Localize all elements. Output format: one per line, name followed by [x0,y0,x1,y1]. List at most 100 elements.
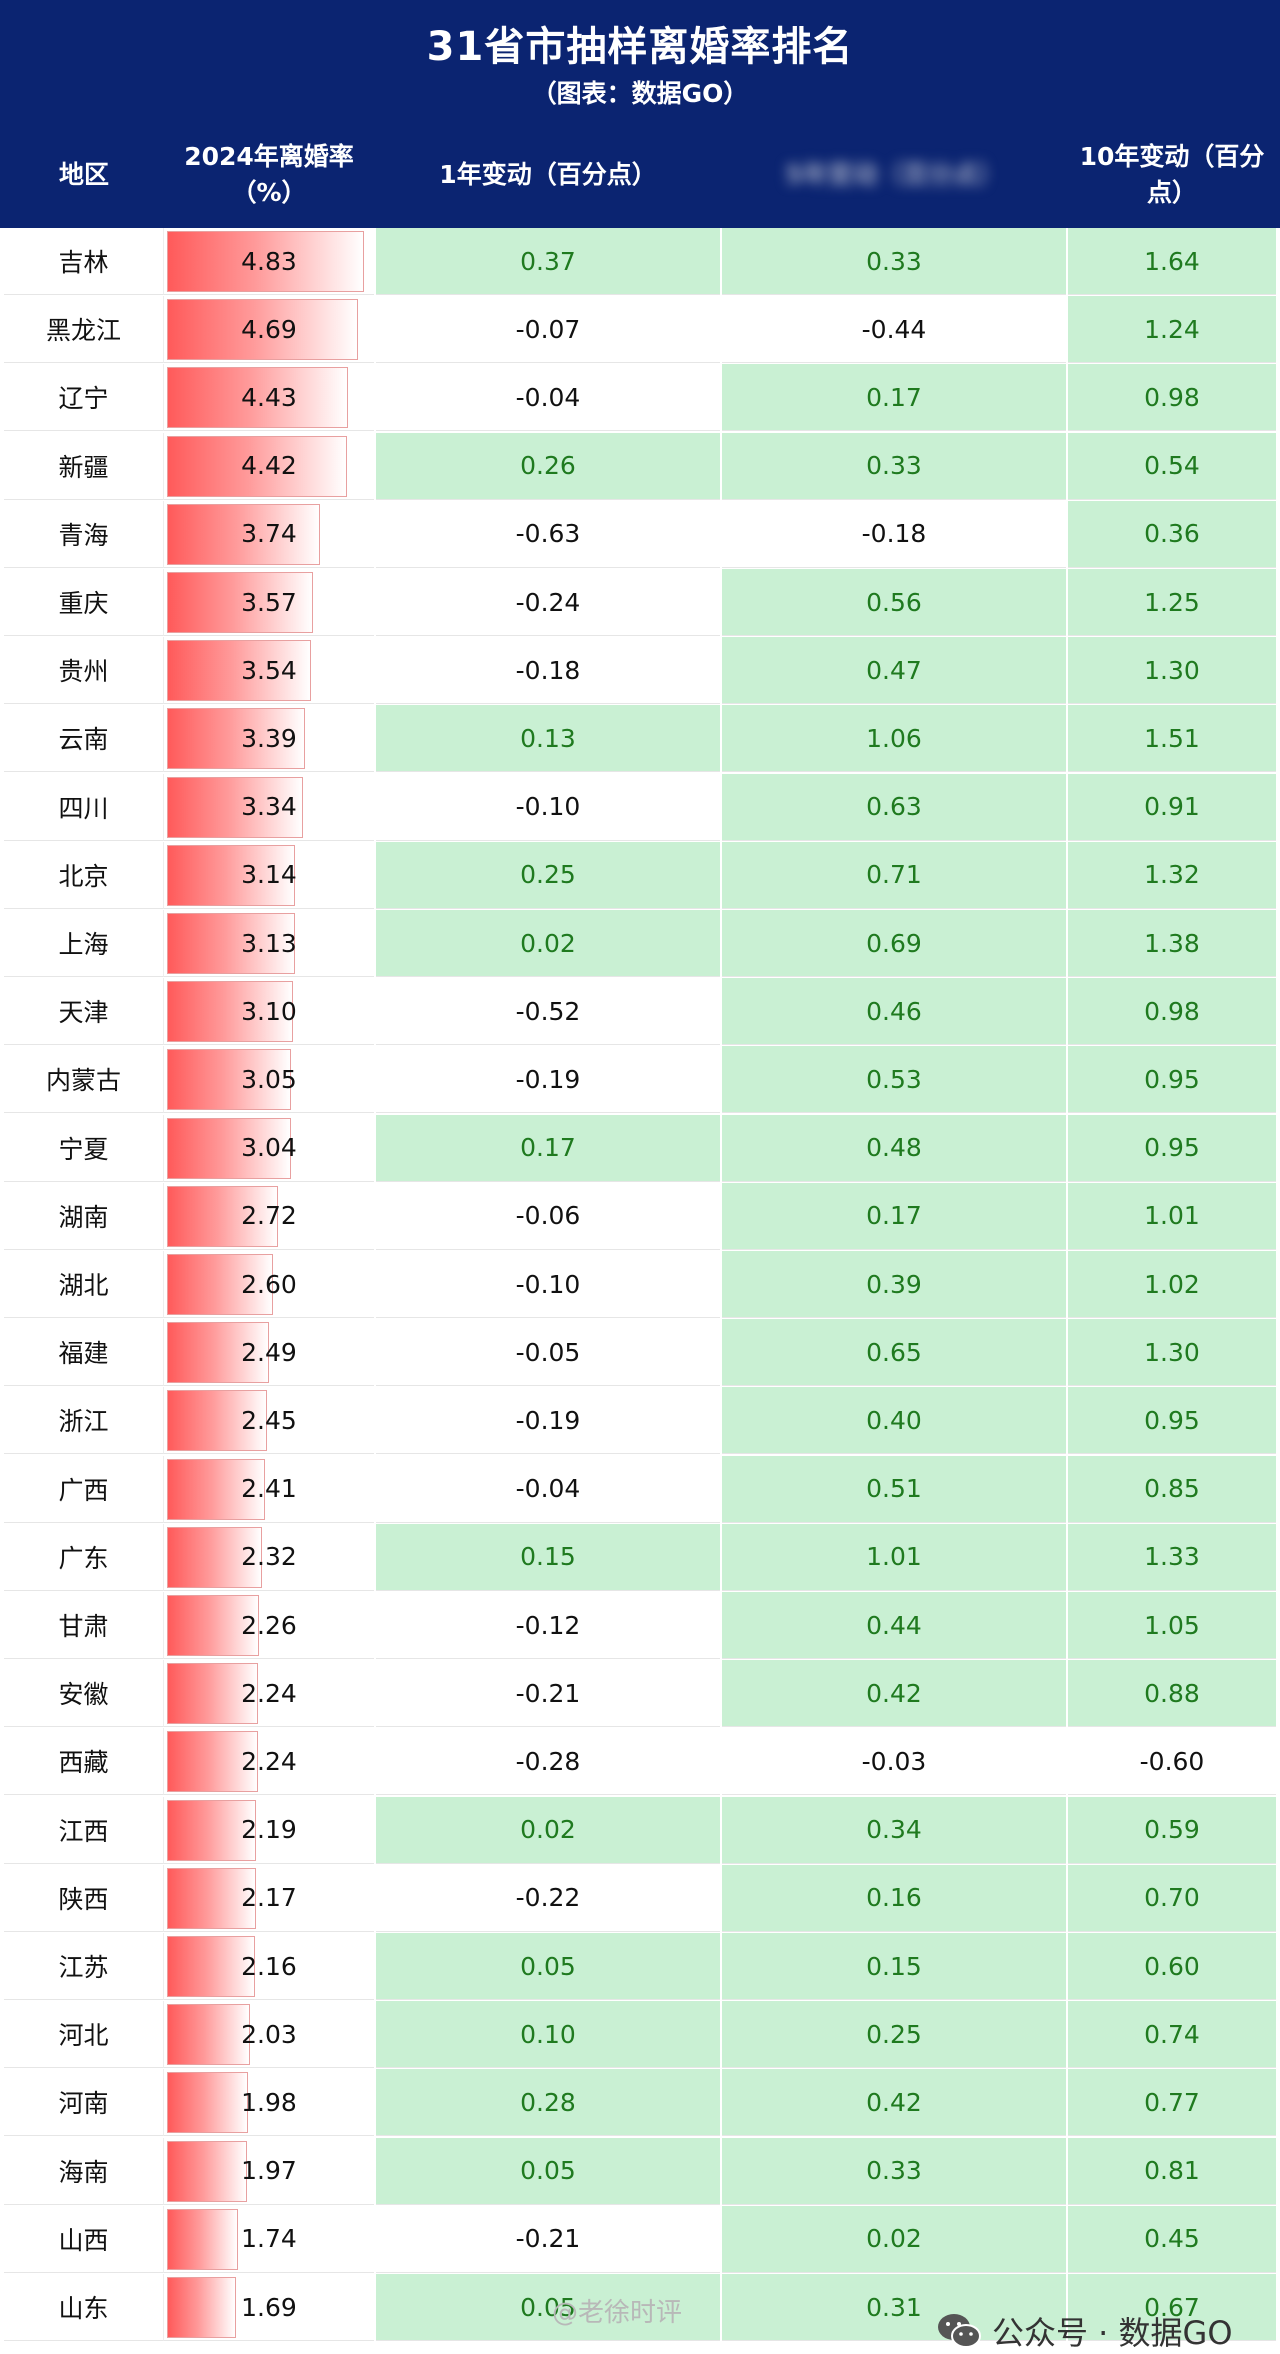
change-1yr-cell: 0.05 [376,2137,720,2205]
rate-cell: 3.74 [164,500,374,568]
rate-cell: 2.26 [164,1592,374,1659]
rate-bar [167,572,313,633]
change-10yr-cell: 1.02 [1068,1251,1276,1318]
change-5yr-cell: 0.53 [722,1046,1066,1114]
table-row: 广东 2.32 0.15 1.01 1.33 [0,1523,1280,1592]
change-5yr-cell: 0.33 [722,228,1066,295]
table-row: 山西 1.74 -0.21 0.02 0.45 [0,2205,1280,2274]
rate-value: 3.74 [241,519,297,549]
rate-cell: 1.98 [164,2069,374,2137]
change-10yr-cell: 0.95 [1068,1114,1276,1182]
change-1yr-cell: 0.25 [376,841,720,909]
change-10yr-cell: 1.30 [1068,637,1276,705]
rate-value: 2.72 [241,1201,297,1231]
rate-bar [167,435,348,497]
rate-cell: 2.49 [164,1319,374,1387]
region-cell: 山西 [4,2205,164,2273]
rate-bar [167,1595,260,1656]
rate-value: 3.05 [241,1064,297,1094]
rate-cell: 2.41 [164,1455,374,1523]
change-5yr-cell: 0.47 [722,637,1066,705]
rate-cell: 4.83 [164,228,374,295]
change-1yr-cell: -0.21 [376,1660,720,1728]
table-row: 湖北 2.60 -0.10 0.39 1.02 [0,1251,1280,1319]
column-header-5yr-change: 5年变动（百分点） [785,160,1003,189]
change-10yr-cell: 1.38 [1068,910,1276,977]
region-cell: 安徽 [4,1660,164,1728]
region-cell: 湖南 [4,1182,164,1250]
region-cell: 江西 [4,1796,164,1864]
region-cell: 甘肃 [4,1592,164,1659]
region-cell: 天津 [4,978,164,1046]
change-1yr-cell: -0.10 [376,1251,720,1318]
rate-bar [167,1117,292,1179]
change-5yr-cell: 0.46 [722,978,1066,1046]
region-cell: 青海 [4,500,164,568]
rate-cell: 3.04 [164,1114,374,1182]
change-10yr-cell: 1.33 [1068,1523,1276,1591]
region-cell: 宁夏 [4,1114,164,1182]
rate-cell: 1.97 [164,2137,374,2205]
rate-cell: 2.17 [164,1864,374,1932]
rate-value: 3.57 [241,587,297,617]
rate-cell: 1.74 [164,2205,374,2273]
change-10yr-cell: 0.45 [1068,2205,1276,2273]
rate-cell: 2.72 [164,1182,374,1250]
table-row: 上海 3.13 0.02 0.69 1.38 [0,910,1280,978]
change-5yr-cell: 0.44 [722,1592,1066,1659]
rate-bar [167,1867,256,1929]
change-1yr-cell: -0.10 [376,773,720,841]
column-header-1yr-change: 1年变动（百分点） [439,160,657,189]
table-row: 广西 2.41 -0.04 0.51 0.85 [0,1455,1280,1524]
rate-cell: 3.34 [164,773,374,841]
rate-value: 3.54 [241,655,297,685]
change-1yr-cell: -0.04 [376,364,720,432]
change-10yr-cell: 0.77 [1068,2069,1276,2137]
change-1yr-cell: 0.37 [376,228,720,295]
rate-bar [167,2208,238,2270]
change-10yr-cell: 0.98 [1068,364,1276,432]
change-5yr-cell: 0.33 [722,432,1066,500]
region-cell: 新疆 [4,432,164,500]
rate-bar [167,2004,250,2066]
region-cell: 浙江 [4,1387,164,1455]
rate-bar [167,1799,257,1861]
rate-cell: 3.39 [164,705,374,773]
rate-value: 4.42 [241,451,297,481]
table-row: 山东 1.69 0.05 0.31 0.67 [0,2274,1280,2342]
rate-bar [167,640,312,702]
rate-cell: 2.60 [164,1251,374,1318]
rate-value: 3.10 [241,996,297,1026]
rate-cell: 2.16 [164,1933,374,2000]
region-cell: 西藏 [4,1728,164,1796]
table-row: 天津 3.10 -0.52 0.46 0.98 [0,978,1280,1046]
change-10yr-cell: 1.01 [1068,1182,1276,1250]
change-10yr-cell: 0.95 [1068,1046,1276,1114]
rate-value: 2.19 [241,1815,297,1845]
change-10yr-cell: 0.88 [1068,1660,1276,1728]
change-10yr-cell: 1.64 [1068,228,1276,295]
rate-bar [167,1254,274,1315]
rate-bar [167,776,304,838]
table-row: 福建 2.49 -0.05 0.65 1.30 [0,1319,1280,1387]
table-row: 安徽 2.24 -0.21 0.42 0.88 [0,1660,1280,1728]
change-10yr-cell: 0.85 [1068,1455,1276,1523]
change-10yr-cell: 1.30 [1068,1319,1276,1387]
rate-bar [167,503,320,565]
change-1yr-cell: 0.05 [376,1933,720,2000]
change-1yr-cell: -0.18 [376,637,720,705]
region-cell: 上海 [4,910,164,977]
change-5yr-cell: 0.17 [722,1182,1066,1250]
table-row: 陕西 2.17 -0.22 0.16 0.70 [0,1864,1280,1933]
column-header-region: 地区 [58,160,109,189]
region-cell: 广东 [4,1523,164,1591]
change-5yr-cell: -0.18 [722,500,1066,568]
rate-value: 2.49 [241,1337,297,1367]
chart-subtitle: （图表：数据GO） [531,79,749,108]
rate-value: 4.69 [241,314,297,344]
rate-bar [167,1049,292,1111]
change-1yr-cell: -0.22 [376,1864,720,1932]
change-1yr-cell: -0.05 [376,1319,720,1387]
rate-cell: 4.43 [164,364,374,432]
rate-bar [167,1731,259,1793]
